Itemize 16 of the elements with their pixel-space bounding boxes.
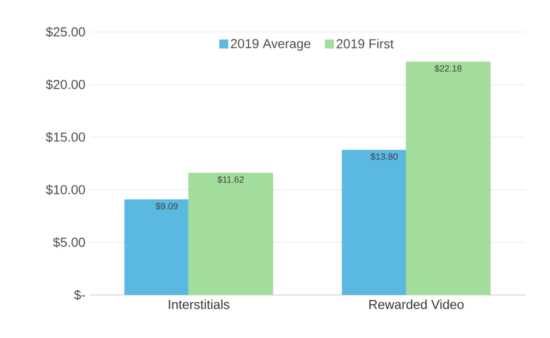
y-tick-label: $-: [74, 290, 85, 300]
bar: [188, 172, 274, 295]
data-label: $11.62: [217, 176, 244, 184]
y-tick-label: $5.00: [53, 237, 85, 248]
legend-label: 2019 First: [336, 38, 394, 48]
y-tick-label: $25.00: [46, 26, 85, 38]
legend-label: 2019 Average: [230, 38, 310, 51]
x-tick-label: Rewarded Video: [369, 300, 464, 310]
bar: [406, 62, 491, 295]
data-label: $9.09: [156, 202, 178, 210]
data-label: $22.18: [434, 64, 462, 72]
data-label: $13.80: [370, 153, 398, 160]
y-tick-label: $10.00: [46, 184, 85, 196]
x-tick-label: Interstitials: [168, 300, 230, 310]
y-tick-label: $15.00: [46, 132, 85, 142]
y-tick-label: $20.00: [46, 79, 85, 90]
